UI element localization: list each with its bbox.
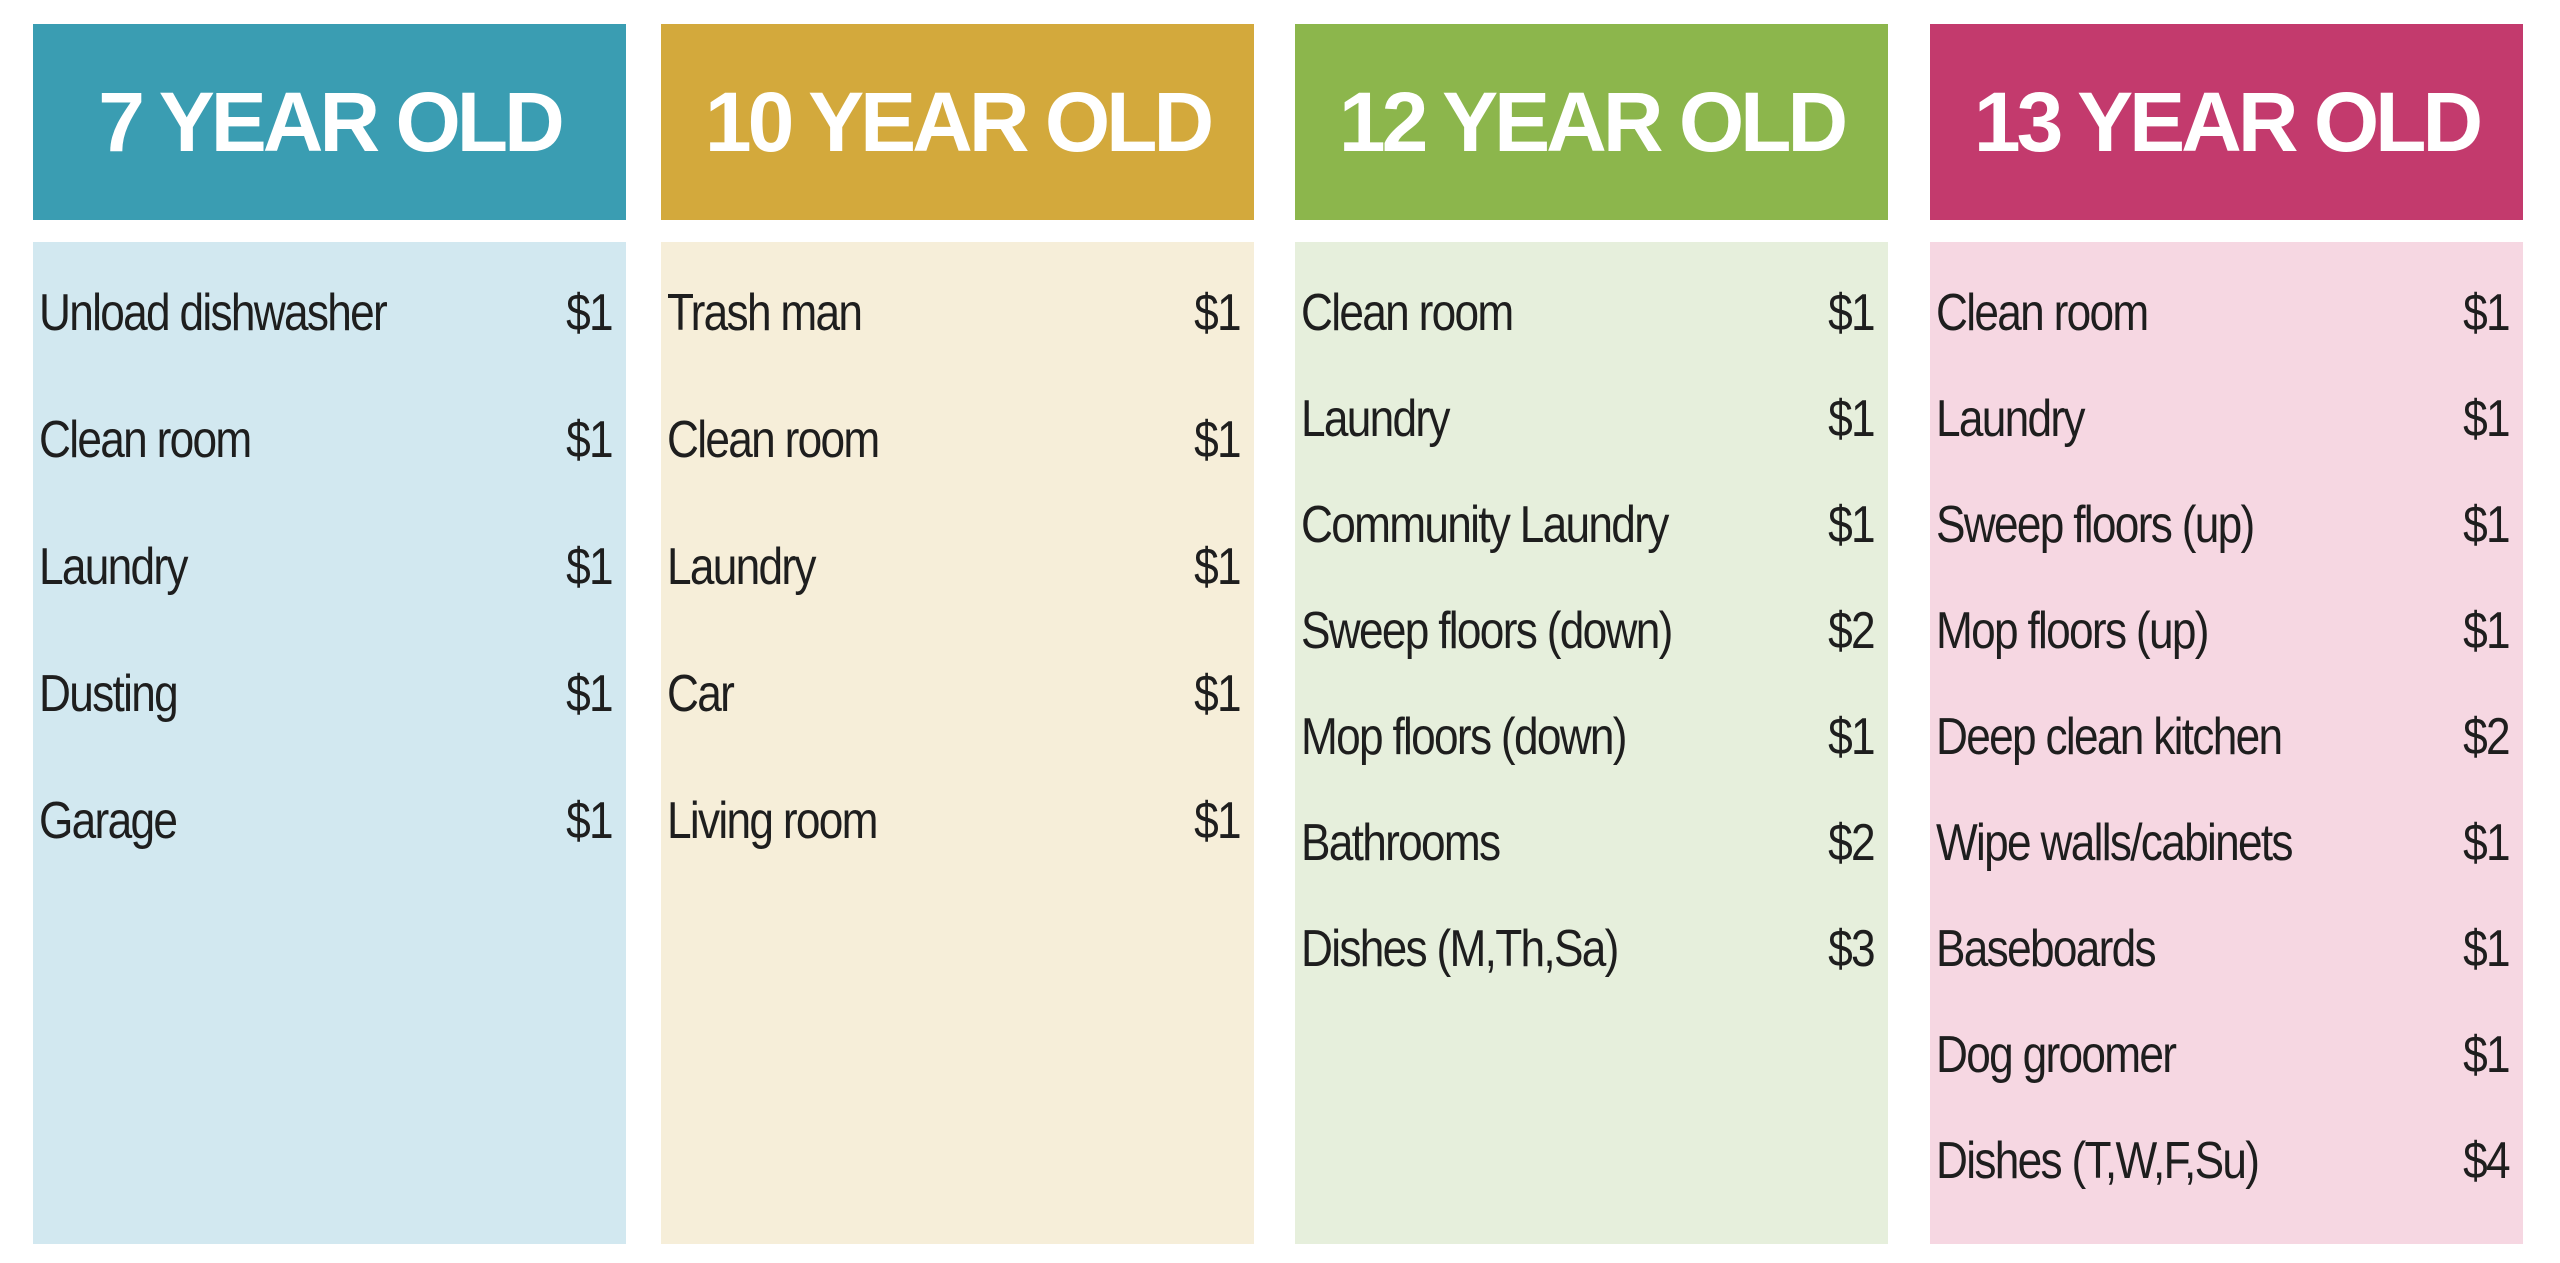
chore-task: Dishes (T,W,F,Su) [1936,1132,2260,1190]
chore-task: Deep clean kitchen [1936,708,2283,766]
chore-task: Dusting [39,665,179,723]
chore-row: Car $1 [667,654,1242,734]
chore-pay: $1 [2463,1026,2510,1084]
chore-row: Sweep floors (up) $1 [1936,485,2511,565]
chore-pay: $1 [566,665,613,723]
chore-row: Clean room $1 [1936,273,2511,353]
chore-row: Clean room $1 [667,400,1242,480]
chore-task: Car [667,665,735,723]
chore-row: Living room $1 [667,781,1242,861]
chore-task: Clean room [667,411,880,469]
column-body: Clean room $1 Laundry $1 Sweep floors (up) $1… [1930,242,2523,1244]
chore-task: Living room [667,792,878,850]
column: 13 YEAR OLD Clean room $1 Laundry $1 Sweep fl… [1930,24,2523,1244]
chore-task: Clean room [39,411,252,469]
chore-row: Laundry $1 [1936,379,2511,459]
chore-task: Dog groomer [1936,1026,2177,1084]
chore-task: Baseboards [1936,920,2157,978]
chore-row: Clean room $1 [1301,273,1876,353]
chore-pay: $1 [2463,284,2510,342]
chore-pay: $1 [2463,496,2510,554]
chore-pay: $1 [1194,538,1241,596]
chore-row: Wipe walls/cabinets $1 [1936,803,2511,883]
chore-row: Garage $1 [39,781,614,861]
chore-task: Clean room [1936,284,2149,342]
chore-pay: $1 [1828,708,1875,766]
column-header: 13 YEAR OLD [1930,24,2523,220]
chore-row: Dusting $1 [39,654,614,734]
chore-task: Sweep floors (down) [1301,602,1673,660]
chore-pay: $1 [2463,602,2510,660]
chore-pay: $2 [1828,814,1875,872]
column-body: Trash man $1 Clean room $1 Laundry $1 Car $1 Liv… [661,242,1254,1244]
chore-pay: $2 [1828,602,1875,660]
chore-pay: $1 [566,538,613,596]
chore-task: Laundry [1301,390,1451,448]
column: 12 YEAR OLD Clean room $1 Laundry $1 Communit… [1295,24,1888,1244]
chore-pay: $1 [1828,284,1875,342]
chore-row: Dishes (M,Th,Sa) $3 [1301,909,1876,989]
chore-task: Wipe walls/cabinets [1936,814,2294,872]
chore-row: Baseboards $1 [1936,909,2511,989]
chore-task: Unload dishwasher [39,284,388,342]
chore-row: Mop floors (up) $1 [1936,591,2511,671]
chore-row: Community Laundry $1 [1301,485,1876,565]
chore-pay: $1 [1194,792,1241,850]
chore-pay: $1 [1194,411,1241,469]
chore-task: Clean room [1301,284,1514,342]
chore-pay: $4 [2463,1132,2510,1190]
chore-task: Mop floors (down) [1301,708,1628,766]
chore-pay: $1 [1828,390,1875,448]
chore-task: Dishes (M,Th,Sa) [1301,920,1619,978]
chore-task: Laundry [667,538,817,596]
chore-pay: $1 [1194,665,1241,723]
column-header: 10 YEAR OLD [661,24,1254,220]
chore-task: Mop floors (up) [1936,602,2209,660]
chore-row: Laundry $1 [39,527,614,607]
column-body: Clean room $1 Laundry $1 Community Laundry $1… [1295,242,1888,1244]
chore-pay: $2 [2463,708,2510,766]
chore-row: Dog groomer $1 [1936,1015,2511,1095]
chore-task: Laundry [1936,390,2086,448]
column-header: 12 YEAR OLD [1295,24,1888,220]
column-body: Unload dishwasher $1 Clean room $1 Laundry $1… [33,242,626,1244]
chore-row: Trash man $1 [667,273,1242,353]
chore-pay: $1 [1194,284,1241,342]
column: 7 YEAR OLD Unload dishwasher $1 Clean room $… [33,24,626,1244]
chore-task: Garage [39,792,178,850]
chore-pay: $1 [1828,496,1875,554]
chore-task: Community Laundry [1301,496,1669,554]
chore-row: Bathrooms $2 [1301,803,1876,883]
chore-pay: $1 [2463,390,2510,448]
chore-pay: $1 [566,792,613,850]
chore-row: Mop floors (down) $1 [1301,697,1876,777]
chore-pay: $1 [566,284,613,342]
chore-row: Deep clean kitchen $2 [1936,697,2511,777]
chore-pay: $1 [2463,814,2510,872]
chore-row: Laundry $1 [1301,379,1876,459]
chore-row: Dishes (T,W,F,Su) $4 [1936,1121,2511,1201]
chore-pay: $1 [2463,920,2510,978]
column-header: 7 YEAR OLD [33,24,626,220]
chore-pay: $3 [1828,920,1875,978]
chore-row: Clean room $1 [39,400,614,480]
chore-row: Laundry $1 [667,527,1242,607]
chore-row: Sweep floors (down) $2 [1301,591,1876,671]
chore-task: Trash man [667,284,863,342]
chore-pay: $1 [566,411,613,469]
chore-task: Bathrooms [1301,814,1501,872]
chore-task: Sweep floors (up) [1936,496,2255,554]
column: 10 YEAR OLD Trash man $1 Clean room $1 Laundr… [661,24,1254,1244]
chore-task: Laundry [39,538,189,596]
chore-row: Unload dishwasher $1 [39,273,614,353]
